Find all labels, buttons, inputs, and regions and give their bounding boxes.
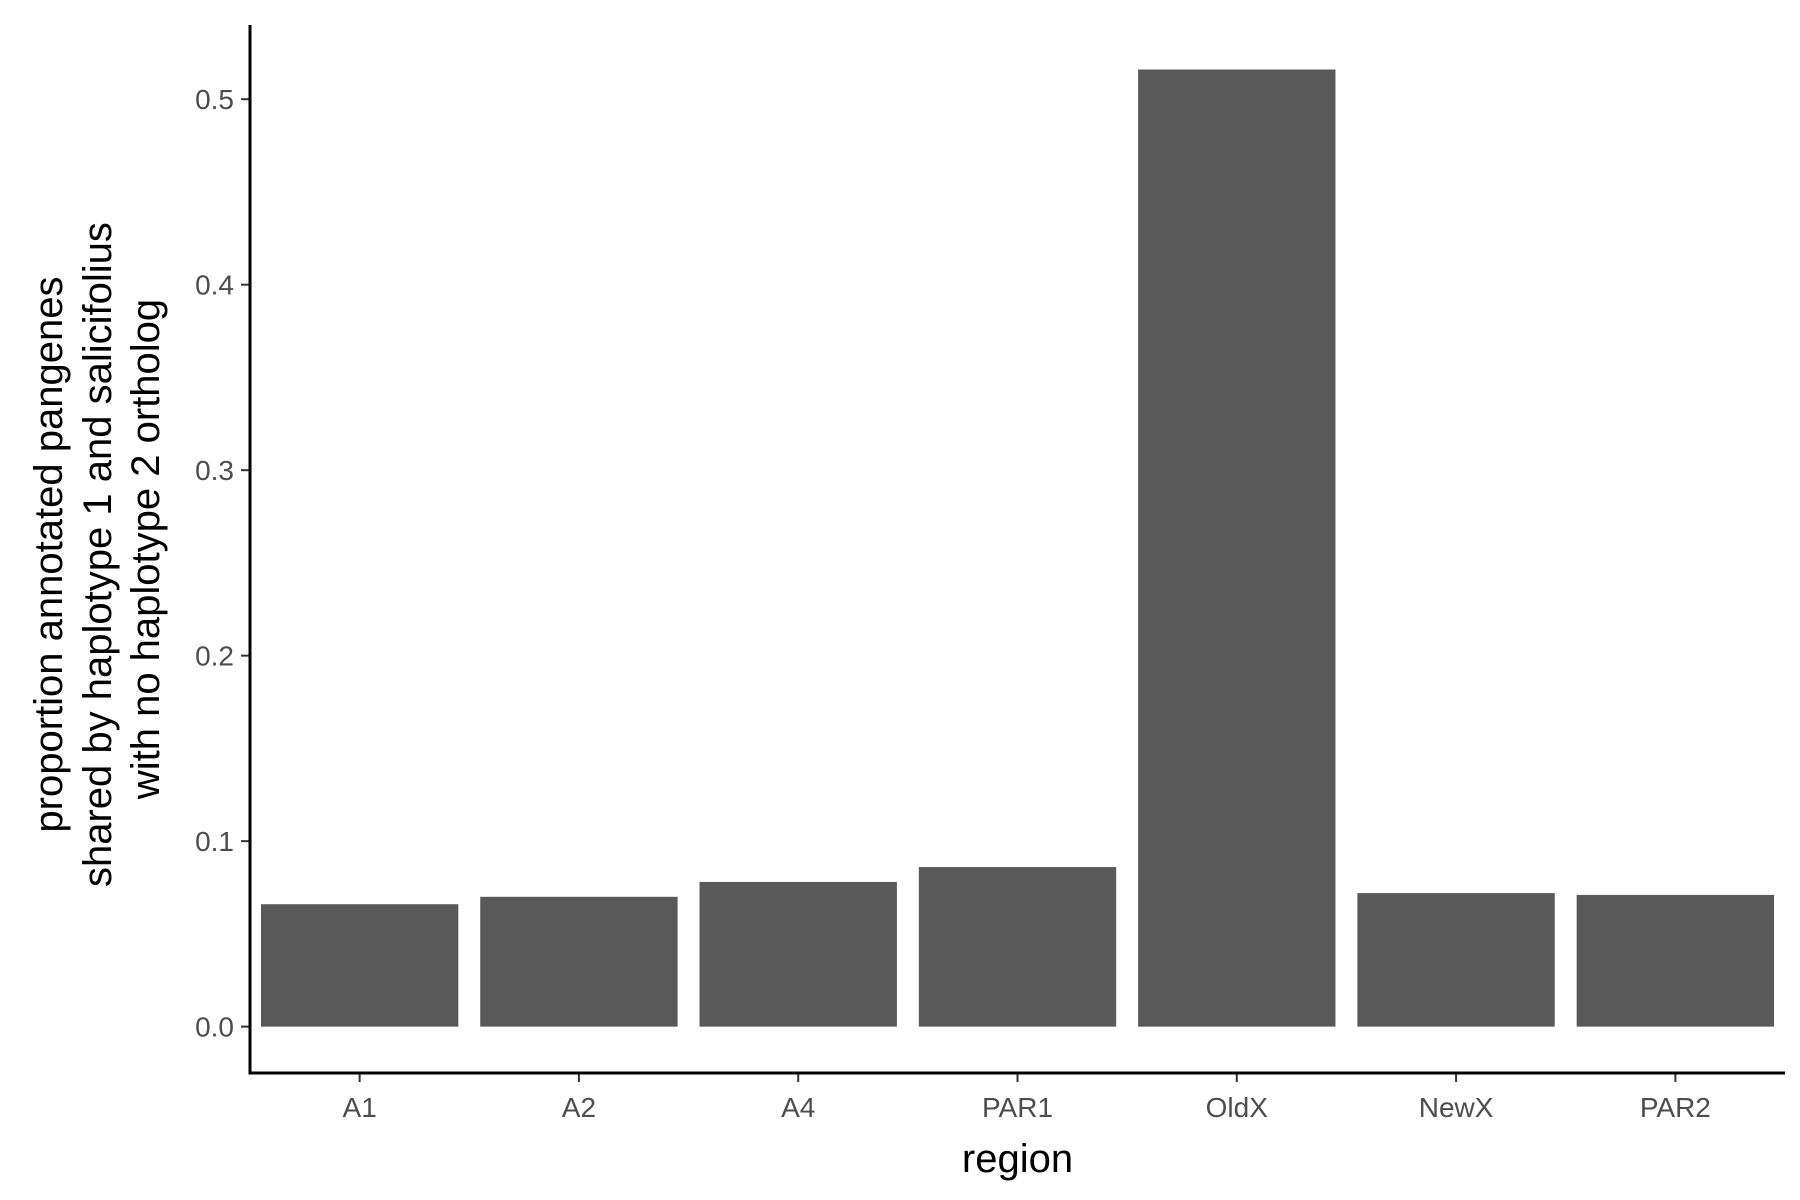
x-tick-label: A2 <box>562 1092 596 1123</box>
y-axis-title-line-2: shared by haplotype 1 and salicifolius <box>76 222 120 887</box>
x-axis-ticks: A1 A2 A4 PAR1 OldX NewX PAR2 <box>343 1073 1711 1123</box>
x-tick-label: NewX <box>1419 1092 1494 1123</box>
bar-a1 <box>260 904 459 1027</box>
y-axis-title: proportion annotated pangenes shared by … <box>27 211 168 887</box>
y-tick-label: 0.3 <box>195 455 234 486</box>
y-tick-label: 0.5 <box>195 84 234 115</box>
bars-group <box>260 69 1775 1027</box>
bar-par2 <box>1576 894 1775 1027</box>
y-tick-label: 0.1 <box>195 826 234 857</box>
y-tick-label: 0.2 <box>195 641 234 672</box>
y-tick-label: 0.0 <box>195 1012 234 1043</box>
y-axis-title-line-1: proportion annotated pangenes <box>27 277 71 833</box>
x-tick-label: OldX <box>1206 1092 1269 1123</box>
y-axis-ticks: 0.0 0.1 0.2 0.3 0.4 0.5 <box>195 84 250 1043</box>
x-axis-title: region <box>962 1137 1073 1181</box>
bar-newx <box>1357 893 1555 1027</box>
bar-par1 <box>918 867 1117 1027</box>
x-tick-label: PAR1 <box>982 1092 1053 1123</box>
y-tick-label: 0.4 <box>195 270 234 301</box>
bar-a4 <box>699 881 897 1027</box>
bar-a2 <box>480 896 678 1027</box>
x-tick-label: PAR2 <box>1640 1092 1711 1123</box>
bar-oldx <box>1138 69 1336 1027</box>
x-tick-label: A1 <box>343 1092 377 1123</box>
x-tick-label: A4 <box>781 1092 815 1123</box>
y-axis-title-line-3: with no haplotype 2 ortholog <box>124 299 168 800</box>
